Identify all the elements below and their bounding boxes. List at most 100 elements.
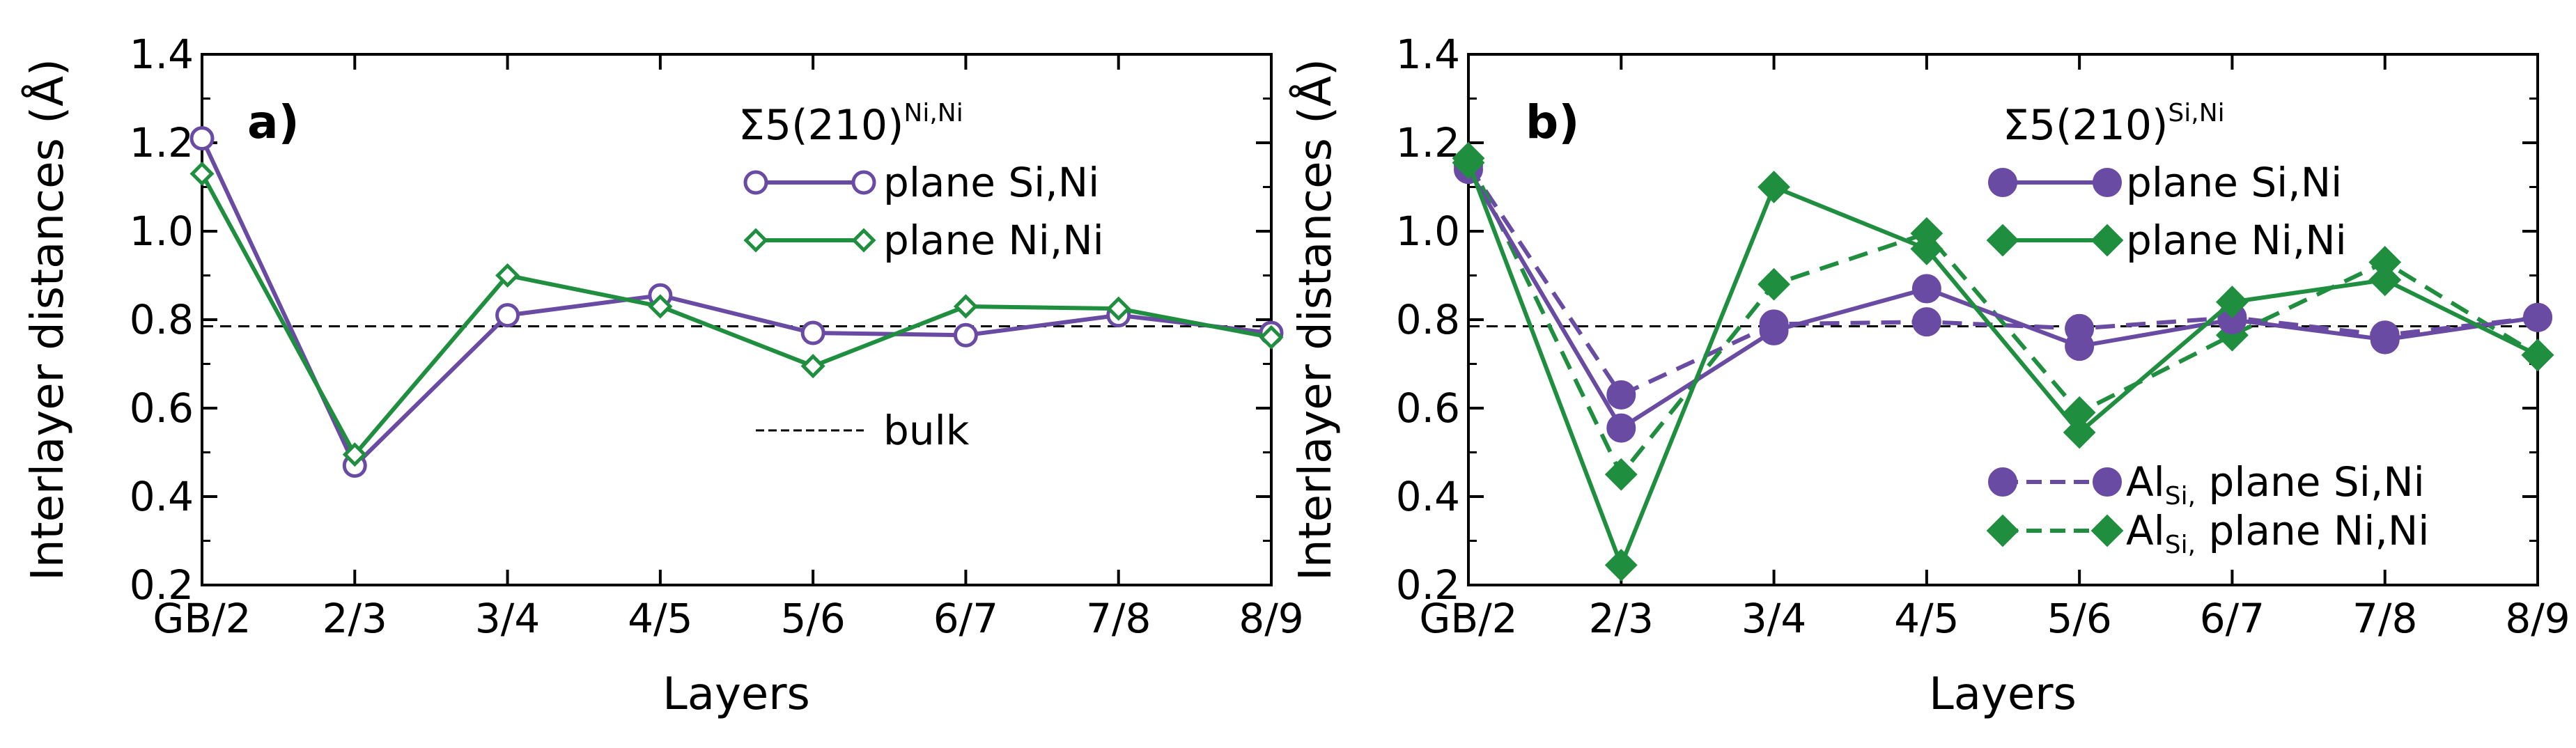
x-axis-label-b: Layers [1929,669,2077,720]
legend-label-b-0: plane Si,Ni [2126,159,2342,206]
series-b-1 [1452,146,2554,582]
y-tick-label: 1.4 [130,31,194,78]
series-a-1 [189,161,1284,467]
legend-swatch-marker [1986,514,2019,547]
panel-b: b) Interlayer distances (Å) Layers 0.2 0.… [1289,31,2570,720]
series-line [200,173,1272,457]
legend-title-a: Σ5(210)Ni,Ni [738,99,963,150]
series-line [1466,157,2539,477]
legend-swatch-marker [2093,467,2122,497]
y-tick-label: 0.8 [1396,296,1460,343]
panel-a: a) Interlayer distances (Å) Layers 0.20.… [21,31,1304,720]
data-point [2370,325,2400,354]
data-point [1758,267,1790,301]
y-tick-label: 0.4 [130,473,194,520]
legend-swatch-marker [1988,168,2017,197]
data-point [953,294,978,319]
series-line [1466,162,2539,568]
legend-title-base-b: Σ5(210) [2003,101,2168,150]
series-line [200,137,1272,468]
legend-title-b: Σ5(210)Si,Ni [2003,99,2225,150]
data-point [2523,302,2552,332]
x-tick-label: 8/9 [2505,595,2570,642]
legend-label-a-bulk: bulk [883,407,970,454]
panel-label-b: b) [1526,95,1579,149]
legend-label-a-1: plane Ni,Ni [883,217,1104,264]
data-point [1106,296,1131,321]
legend-label-b-2-sub: Si, [2165,482,2196,511]
legend-swatch-marker [2090,224,2124,257]
legend-label-a-0: plane Si,Ni [883,159,1099,206]
data-point [1259,325,1284,350]
legend-b: Σ5(210)Si,Ni plane Si,Ni plane Ni,Ni AlS… [1986,99,2429,559]
y-tick-label: 0.8 [130,296,194,343]
x-tick-label: GB/2 [153,595,251,642]
x-tick-label: 2/3 [323,595,387,642]
y-axis-label-b: Interlayer distances (Å) [1289,59,1342,581]
legend-label-b-1: plane Ni,Ni [2126,217,2347,264]
x-tick-label: 2/3 [1589,595,1654,642]
legend-swatch-marker [1986,224,2019,257]
x-tick-label: 6/7 [2200,595,2265,642]
legend-swatch-marker [2090,514,2124,547]
y-tick-label: 1.2 [130,119,194,166]
legend-a: Σ5(210)Ni,Ni plane Si,Ni plane Ni,Ni bul… [738,99,1104,454]
x-tick-label: 4/5 [628,595,692,642]
data-point [800,354,825,379]
series-b [1452,141,2554,582]
data-point [2065,332,2095,361]
legend-label-b-2-rest: plane Si,Ni [2196,458,2425,506]
ticks-a: 0.2 0.4 0.6 0.8 1.0 1.2 1.4 GB/2 2/3 3/4 4/5 5/6 6/7… [130,31,1304,642]
x-tick-label: 3/4 [475,595,540,642]
data-point [1452,146,1485,179]
x-tick-label: GB/2 [1419,595,1517,642]
data-point [495,303,520,328]
panel-label-a: a) [247,95,300,149]
x-tick-label: 5/6 [780,595,845,642]
data-point [800,320,825,345]
data-point [1606,413,1636,443]
y-tick-label: 0.4 [1396,473,1460,520]
x-tick-label: 7/8 [2352,595,2417,642]
y-tick-label: 1.0 [130,208,194,255]
data-point [1604,458,1638,491]
x-tick-label: 8/9 [1239,595,1303,642]
data-point [1910,232,1943,265]
y-axis-label-a: Interlayer distances (Å) [21,59,74,581]
x-tick-label: 7/8 [1086,595,1151,642]
legend-title-sup-b: Si,Ni [2168,99,2224,127]
data-point [1758,171,1790,203]
y-tick-label: 0.2 [1396,561,1460,609]
data-point [953,322,978,348]
legend-label-b-3-sub: Si, [2165,531,2196,559]
legend-label-b-2: AlSi, plane Si,Ni [2126,458,2425,511]
y-tick-label: 0.6 [130,384,194,432]
legend-title-sup-a: Ni,Ni [903,99,963,127]
x-tick-label: 5/6 [2047,595,2111,642]
legend-label-b-3-al: Al [2126,507,2165,554]
x-tick-label: 3/4 [1741,595,1806,642]
y-tick-label: 0.2 [130,561,194,609]
y-tick-label: 1.4 [1396,31,1460,78]
data-point [2521,338,2554,372]
legend-swatch-marker [743,228,768,253]
data-point [2063,416,2096,449]
legend-label-b-3: AlSi, plane Ni,Ni [2126,507,2429,559]
data-point [2216,286,2249,319]
x-tick-label: 4/5 [1894,595,1959,642]
ticks-b: 0.2 0.4 0.6 0.8 1.0 1.2 1.4 GB/2 2/3 3/4 4/5 5/6 6/7… [1396,31,2570,642]
data-point [2368,263,2402,297]
legend-swatch-marker [2093,168,2122,197]
legend-swatch-marker [743,170,768,195]
legend-swatch-marker [1988,467,2017,497]
y-tick-label: 1.2 [1396,119,1460,166]
series-a [189,126,1284,478]
x-tick-label: 6/7 [933,595,998,642]
series-line [1466,168,2538,430]
data-point [648,294,673,319]
data-point [1911,307,1941,337]
legend-label-b-3-rest: plane Ni,Ni [2196,507,2429,554]
y-tick-label: 0.6 [1396,384,1460,432]
x-axis-label-a: Layers [662,669,810,720]
